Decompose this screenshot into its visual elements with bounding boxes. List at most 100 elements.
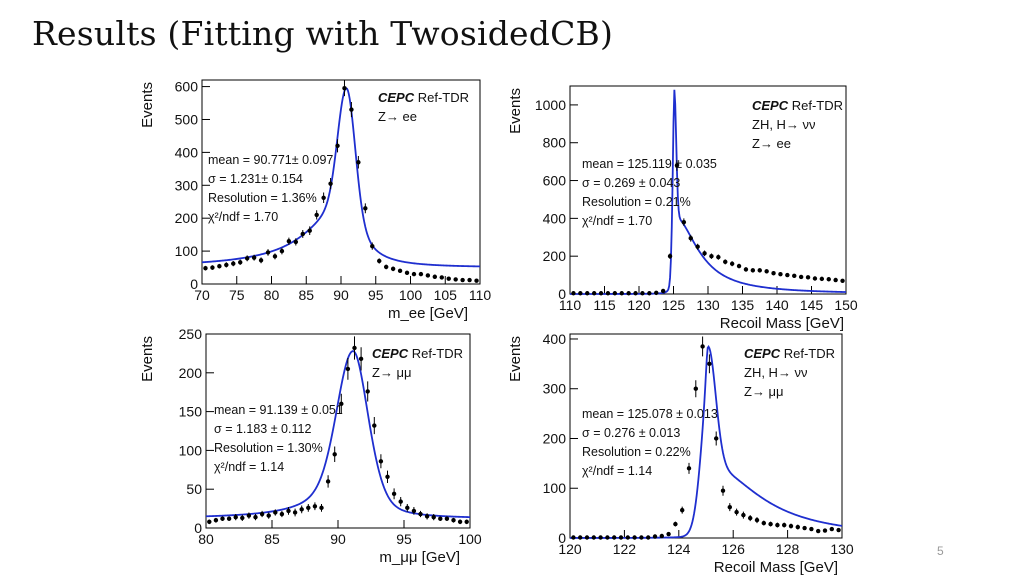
- y-axis-label: Events: [507, 336, 524, 382]
- x-tick-label: 90: [333, 287, 349, 303]
- data-marker: [335, 143, 340, 149]
- x-tick-label: 90: [330, 531, 346, 547]
- data-marker: [253, 514, 258, 520]
- data-marker: [418, 271, 424, 277]
- x-tick-label: 130: [830, 541, 854, 557]
- data-point: [819, 276, 825, 282]
- fit-stat: mean = 125.119 ± 0.035: [582, 157, 717, 171]
- data-marker: [438, 516, 443, 521]
- data-point: [584, 535, 590, 540]
- y-tick-label: 100: [543, 480, 567, 496]
- data-point: [286, 237, 292, 245]
- data-marker: [612, 535, 617, 540]
- data-point: [292, 508, 298, 517]
- data-marker: [300, 231, 305, 237]
- x-tick-label: 145: [800, 297, 824, 313]
- data-marker: [612, 291, 618, 296]
- x-axis-label: Recoil Mass [GeV]: [720, 315, 844, 332]
- data-marker: [788, 523, 794, 529]
- data-point: [764, 269, 769, 274]
- data-point: [802, 525, 807, 531]
- y-tick-label: 200: [179, 365, 203, 381]
- data-point: [258, 257, 264, 264]
- data-marker: [591, 535, 596, 540]
- data-marker: [754, 517, 760, 523]
- data-point: [598, 535, 603, 540]
- data-marker: [736, 263, 742, 269]
- data-point: [571, 535, 576, 540]
- data-point: [647, 291, 652, 296]
- data-point: [453, 277, 458, 282]
- x-tick-label: 126: [722, 541, 746, 557]
- y-tick-label: 1000: [535, 97, 566, 113]
- data-point: [474, 278, 479, 283]
- data-point: [716, 254, 721, 260]
- data-point: [306, 503, 311, 512]
- data-marker: [203, 266, 208, 271]
- y-tick-label: 0: [558, 286, 566, 302]
- data-point: [695, 243, 700, 250]
- x-tick-label: 115: [593, 297, 616, 313]
- data-point: [217, 263, 222, 269]
- y-tick-label: 500: [175, 111, 199, 127]
- x-tick-label: 125: [662, 297, 686, 313]
- process-label: Z→ ee: [752, 136, 791, 151]
- y-tick-label: 600: [175, 79, 199, 95]
- data-marker: [571, 291, 576, 296]
- process-label: Z→ μμ: [744, 384, 784, 399]
- data-marker: [680, 507, 685, 513]
- data-marker: [709, 253, 714, 259]
- data-marker: [244, 256, 250, 261]
- y-axis-label: Events: [507, 88, 524, 134]
- data-marker: [639, 535, 644, 540]
- data-marker: [398, 499, 403, 504]
- experiment-name: CEPC: [752, 98, 792, 113]
- data-marker: [809, 526, 814, 532]
- data-marker: [385, 474, 390, 479]
- data-point: [467, 277, 472, 283]
- plot-zee: 0 100 200 300 400 500 600 70 75 80 85 90 95 100 105 110…: [139, 79, 491, 322]
- x-tick-label: 95: [396, 531, 412, 547]
- process-label: Z→ μμ: [372, 365, 412, 380]
- data-point: [370, 242, 375, 250]
- data-point: [805, 275, 811, 280]
- fit-stat: Resolution = 1.30%: [214, 441, 323, 455]
- data-marker: [370, 243, 375, 249]
- data-marker: [321, 195, 326, 200]
- data-point: [707, 354, 712, 374]
- data-point: [397, 268, 403, 274]
- plot-zh-nunu-ee: 0 200 400 600 800 1000 110 115 120 125 130 135 140 14…: [507, 85, 858, 332]
- data-marker: [748, 515, 753, 521]
- data-point: [210, 265, 215, 270]
- x-tick-label: 85: [264, 531, 280, 547]
- data-marker: [681, 219, 687, 225]
- data-marker: [693, 386, 698, 391]
- fit-stat: σ = 0.276 ± 0.013: [582, 426, 680, 440]
- data-point: [349, 102, 354, 118]
- x-tick-label: 85: [298, 287, 314, 303]
- data-point: [220, 516, 225, 522]
- data-point: [378, 454, 384, 469]
- plot-zh-nunu-mumu: 0 100 200 300 400 120 122 124 126 128 130 Events Rec…: [507, 331, 854, 576]
- data-marker: [822, 528, 828, 533]
- data-point: [680, 506, 685, 514]
- data-marker: [792, 273, 797, 279]
- x-tick-label: 105: [434, 287, 458, 303]
- data-point: [266, 512, 271, 519]
- data-point: [213, 517, 219, 523]
- data-point: [822, 528, 828, 533]
- data-marker: [761, 520, 766, 526]
- data-marker: [716, 254, 721, 260]
- y-tick-label: 400: [175, 144, 199, 160]
- data-point: [748, 515, 753, 522]
- data-marker: [647, 291, 652, 296]
- x-axis-label: Recoil Mass [GeV]: [714, 559, 838, 576]
- data-point: [207, 519, 212, 525]
- data-point: [686, 462, 692, 474]
- data-point: [585, 291, 590, 296]
- data-point: [332, 446, 337, 463]
- data-marker: [391, 491, 397, 497]
- data-point: [775, 522, 780, 528]
- data-point: [226, 516, 232, 522]
- data-marker: [764, 269, 769, 274]
